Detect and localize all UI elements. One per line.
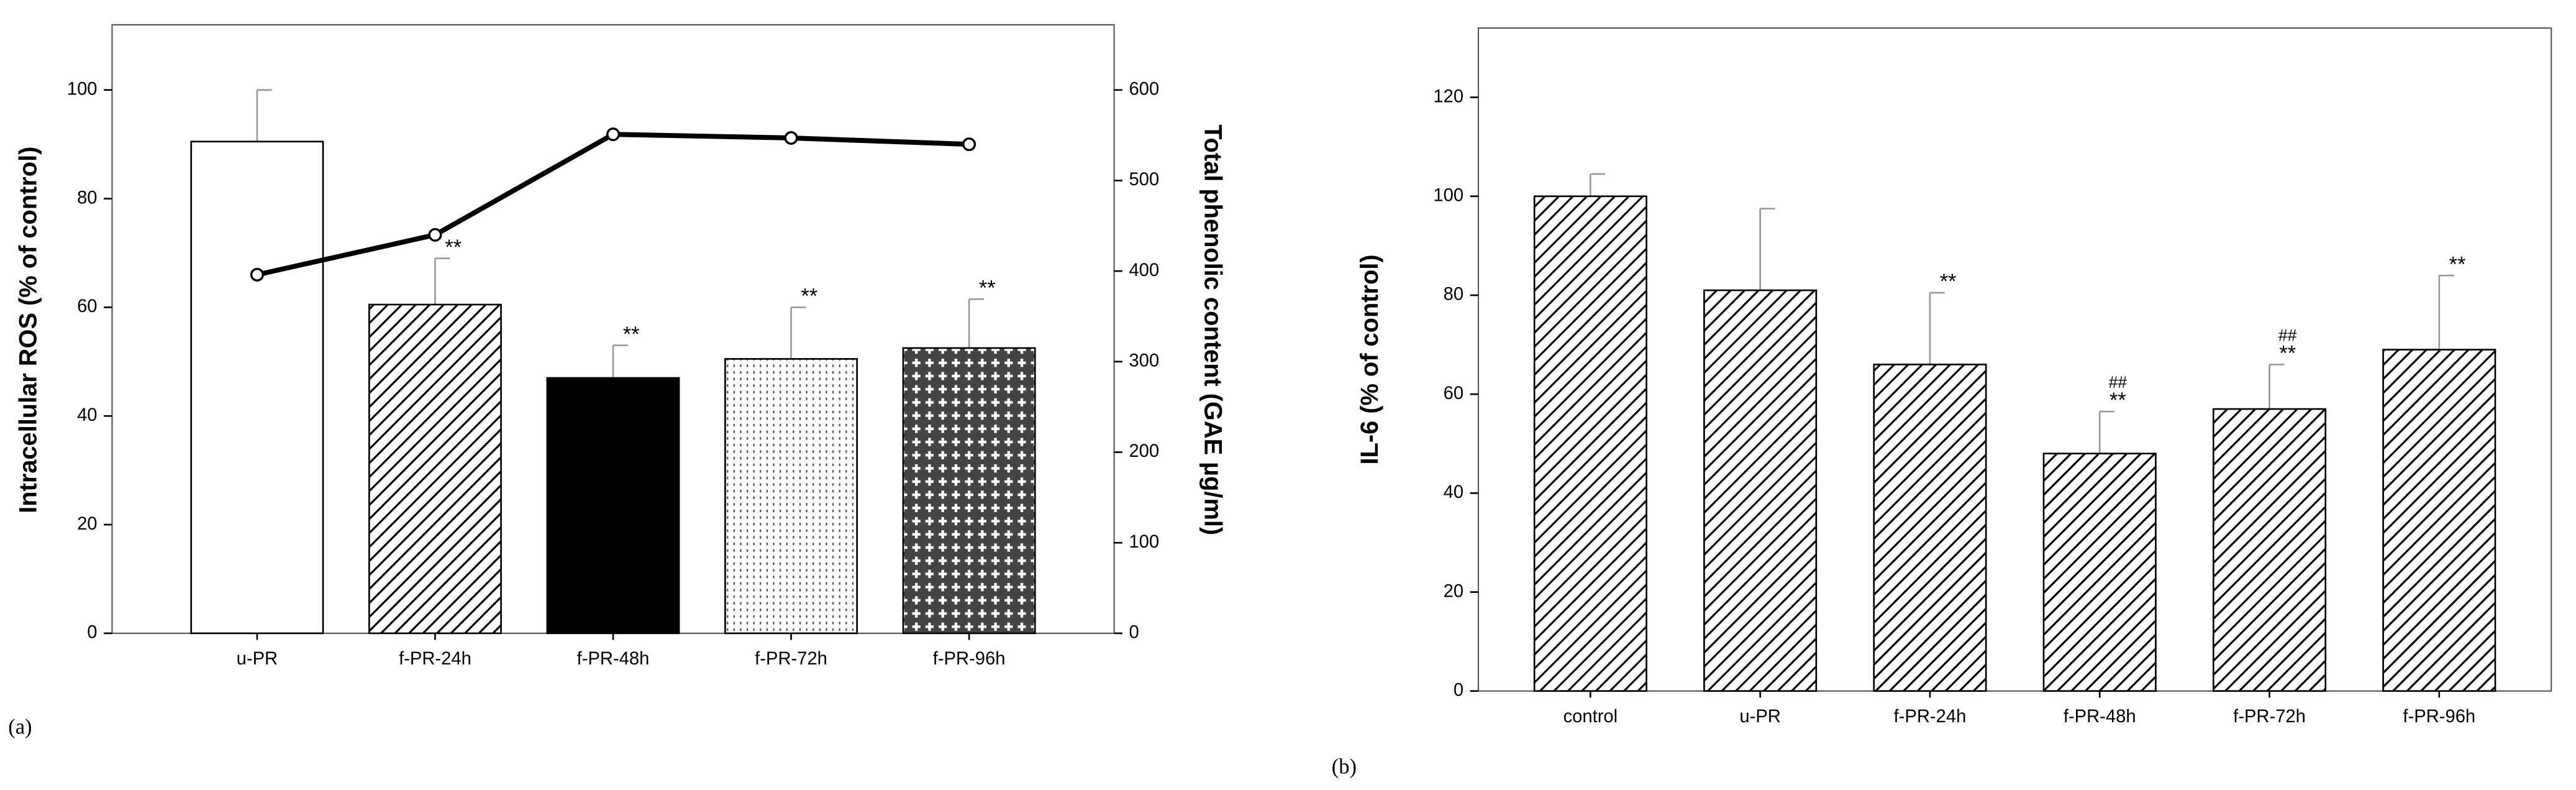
bar — [190, 140, 324, 635]
panel-label: (b) — [1332, 755, 1357, 778]
y2-tick-label: 100 — [1129, 532, 1159, 552]
significance-label: ** — [623, 323, 640, 346]
bar — [724, 358, 858, 635]
bar — [1873, 364, 1987, 692]
y-tick-label: 20 — [1444, 581, 1463, 601]
x-tick-label: f-PR-24h — [399, 649, 471, 669]
line-marker — [962, 137, 976, 152]
x-tick-label: f-PR-96h — [2403, 707, 2475, 727]
y-tick-label: 120 — [1433, 86, 1463, 106]
plot-frame — [1477, 27, 2552, 692]
panel-label: (a) — [8, 715, 32, 739]
line-marker — [606, 127, 621, 142]
bar — [2212, 408, 2327, 692]
significance-label: ** — [1940, 270, 1957, 293]
bar — [1533, 195, 1647, 692]
y2-tick-label: 0 — [1129, 623, 1139, 643]
x-tick-label: f-PR-48h — [2064, 707, 2136, 727]
significance-label: ** — [979, 276, 996, 300]
bar — [1703, 289, 1818, 692]
x-tick-label: f-PR-96h — [933, 649, 1006, 669]
y2-tick-label: 300 — [1129, 351, 1159, 371]
x-tick-label: f-PR-24h — [1894, 707, 1967, 727]
y-tick-label: 80 — [1444, 285, 1463, 305]
x-tick-label: f-PR-72h — [2233, 707, 2306, 727]
y-tick-label: 60 — [77, 296, 97, 316]
significance-label: ** — [2109, 388, 2126, 412]
bar — [2042, 452, 2157, 692]
bar — [2382, 349, 2496, 692]
significance-label: ** — [2449, 252, 2466, 276]
significance-label: ** — [2279, 342, 2296, 365]
bar — [902, 347, 1036, 635]
x-tick-label: control — [1563, 707, 1618, 727]
y-tick-label: 100 — [67, 79, 98, 99]
y2-tick-label: 600 — [1129, 79, 1159, 99]
bar — [546, 377, 680, 635]
x-tick-label: f-PR-48h — [577, 649, 650, 669]
line-marker — [428, 227, 442, 242]
x-tick-label: u-PR — [1739, 707, 1780, 727]
y-tick-label: 100 — [1433, 185, 1463, 205]
y2-tick-label: 500 — [1129, 170, 1159, 190]
y-tick-label: 80 — [77, 188, 97, 208]
x-tick-label: f-PR-72h — [755, 649, 827, 669]
significance-label: ** — [801, 285, 817, 308]
y-tick-label: 0 — [87, 623, 97, 643]
line-marker — [250, 267, 264, 282]
y-tick-label: 60 — [1444, 384, 1463, 403]
y2-tick-label: 200 — [1129, 441, 1159, 461]
y-axis-title: IL-6 (% of control) — [1356, 254, 1383, 464]
y-axis-title: Intracellular ROS (% of control) — [14, 147, 42, 513]
significance-label: ## — [2278, 326, 2297, 344]
y-tick-label: 20 — [77, 514, 97, 534]
significance-label: ## — [2109, 373, 2128, 392]
line-marker — [784, 131, 798, 145]
significance-label: ** — [445, 236, 462, 259]
y-tick-label: 40 — [1444, 482, 1463, 502]
x-tick-label: u-PR — [237, 649, 278, 669]
line — [257, 132, 970, 277]
y-tick-label: 40 — [77, 405, 97, 425]
y2-axis-title: Total phenolic content (GAE µg/ml) — [1199, 124, 1227, 535]
y-tick-label: 0 — [1454, 680, 1463, 700]
y2-tick-label: 400 — [1129, 260, 1159, 280]
bar — [368, 303, 502, 635]
